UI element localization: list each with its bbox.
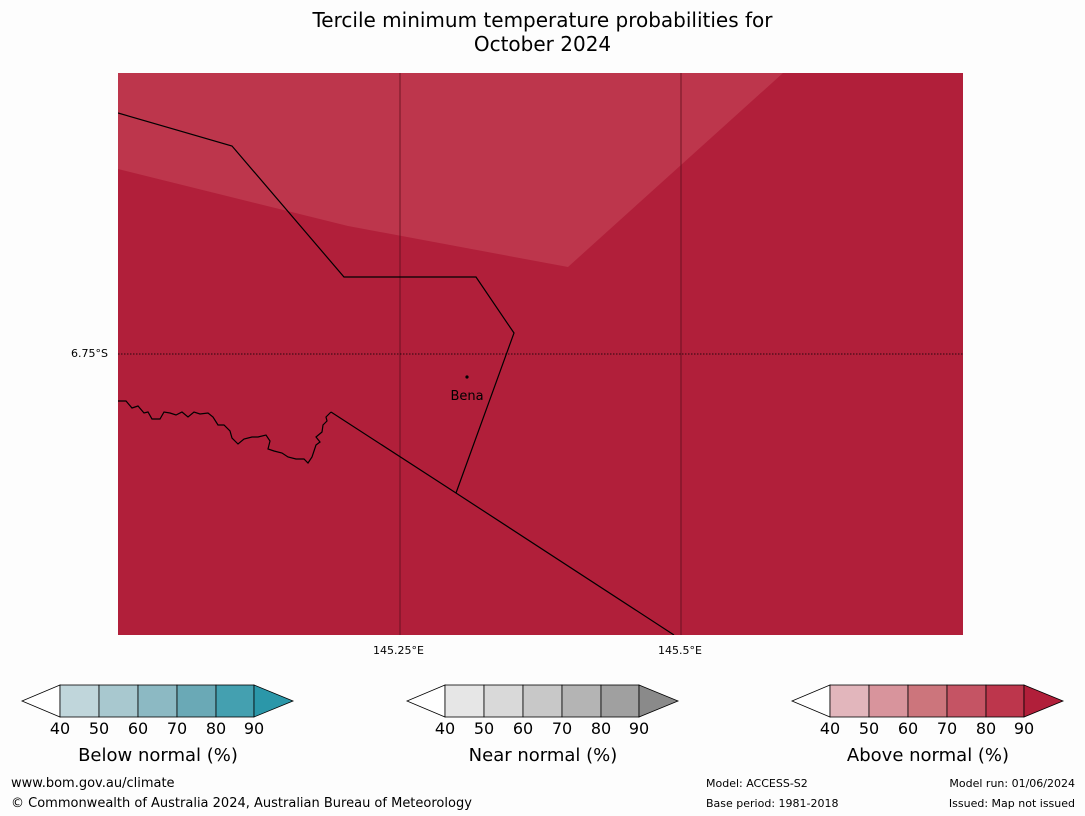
colorbar-below-label: Below normal (%): [78, 745, 238, 766]
tick: 40: [819, 719, 841, 738]
colorbar-above-label: Above normal (%): [846, 745, 1010, 766]
title-line-1: Tercile minimum temperature probabilitie…: [312, 8, 773, 32]
footer-issued: Issued: Map not issued: [948, 797, 1075, 810]
tick: 90: [628, 719, 650, 738]
tick: 80: [590, 719, 612, 738]
tick: 80: [975, 719, 997, 738]
footer-model-run: Model run: 01/06/2024: [949, 777, 1075, 790]
tick: 50: [858, 719, 880, 738]
colorbar-near-ticks: 40 50 60 70 80 90: [405, 719, 681, 739]
tick: 40: [434, 719, 456, 738]
tick: 60: [127, 719, 149, 738]
tick: 70: [936, 719, 958, 738]
place-label-bena: Bena: [450, 389, 483, 404]
footer-base-period: Base period: 1981-2018: [706, 797, 839, 810]
mid-high-probability-region: [118, 73, 783, 267]
tick: 50: [473, 719, 495, 738]
colorbar-near-label: Near normal (%): [468, 745, 618, 766]
colorbar-above-ticks: 40 50 60 70 80 90: [790, 719, 1066, 739]
footer-copyright: © Commonwealth of Australia 2024, Austra…: [11, 796, 472, 811]
province-boundary: [118, 112, 515, 494]
tick: 90: [243, 719, 265, 738]
longitude-label-2: 145.5°E: [658, 644, 702, 657]
tick: 60: [512, 719, 534, 738]
map-title: Tercile minimum temperature probabilitie…: [0, 8, 1085, 56]
tick: 80: [205, 719, 227, 738]
tick: 40: [49, 719, 71, 738]
place-marker: [465, 375, 469, 379]
colorbar-near-normal: [405, 684, 680, 718]
province-boundary-south: [330, 411, 675, 635]
title-line-2: October 2024: [473, 32, 612, 56]
tick: 90: [1013, 719, 1035, 738]
footer-website: www.bom.gov.au/climate: [11, 776, 175, 791]
province-boundary-west: [118, 400, 332, 464]
probability-map: Bena: [118, 73, 963, 635]
colorbar-below-ticks: 40 50 60 70 80 90: [20, 719, 296, 739]
colorbar-above-normal: [790, 684, 1065, 718]
tick: 70: [166, 719, 188, 738]
latitude-label: 6.75°S: [71, 347, 108, 360]
tick: 70: [551, 719, 573, 738]
longitude-label-1: 145.25°E: [373, 644, 424, 657]
tick: 50: [88, 719, 110, 738]
tick: 60: [897, 719, 919, 738]
footer-model: Model: ACCESS-S2: [706, 777, 808, 790]
colorbar-below-normal: [20, 684, 295, 718]
